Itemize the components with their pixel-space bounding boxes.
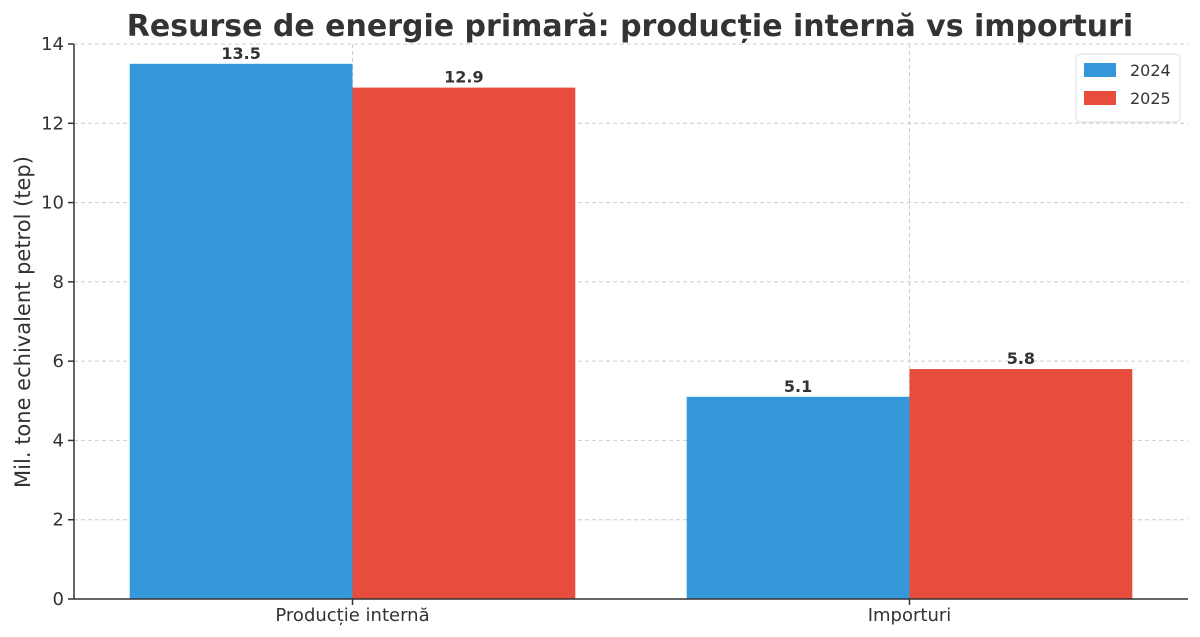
bars xyxy=(129,63,1133,600)
bar-2024-1 xyxy=(129,63,353,600)
legend: 2024 2025 xyxy=(1075,53,1181,123)
bar-2024-2 xyxy=(686,396,910,599)
legend-label: 2024 xyxy=(1130,61,1171,80)
chart-title: Resurse de energie primară: producție in… xyxy=(127,9,1133,44)
data-label: 5.1 xyxy=(784,377,812,396)
legend-swatch-2024 xyxy=(1084,63,1116,77)
y-tick-label: 2 xyxy=(53,510,64,531)
y-tick-label: 0 xyxy=(53,589,64,610)
legend-label: 2025 xyxy=(1130,89,1171,108)
x-tick-label: Importuri xyxy=(868,605,952,626)
legend-swatch-2025 xyxy=(1084,91,1116,105)
y-tick-label: 6 xyxy=(53,351,64,372)
data-label: 12.9 xyxy=(444,68,483,87)
y-tick-label: 10 xyxy=(41,193,64,214)
data-label: 5.8 xyxy=(1007,349,1035,368)
y-axis-label: Mil. tone echivalent petrol (tep) xyxy=(11,156,35,488)
x-tick-label: Producție internă xyxy=(275,605,429,626)
axes: 0 2 4 6 8 10 12 14 Producție internă Importuri xyxy=(41,34,1188,626)
bar-2025-2 xyxy=(909,369,1133,599)
y-tick-label: 12 xyxy=(41,113,64,134)
bar-2025-1 xyxy=(352,87,576,599)
data-label: 13.5 xyxy=(221,44,260,63)
y-tick-label: 4 xyxy=(53,430,64,451)
y-tick-label: 14 xyxy=(41,34,64,55)
data-labels: 13.5 5.1 12.9 5.8 xyxy=(221,44,1035,396)
y-tick-label: 8 xyxy=(53,272,64,293)
